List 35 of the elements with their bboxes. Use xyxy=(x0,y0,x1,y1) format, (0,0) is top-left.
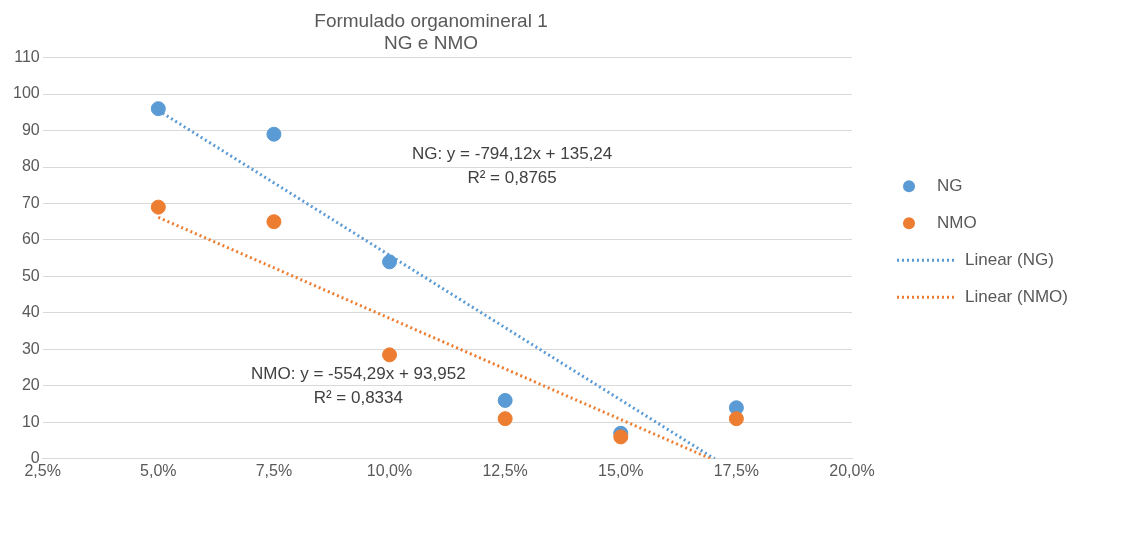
x-tick-label: 20,0% xyxy=(829,461,875,479)
chart-title: Formulado organomineral 1 NG e NMO xyxy=(314,9,548,54)
x-tick-label: 12,5% xyxy=(482,461,528,479)
point xyxy=(497,411,513,427)
legend-label: NG xyxy=(937,175,963,195)
point xyxy=(728,411,744,427)
annotation: NMO: y = -554,29x + 93,952 R² = 0,8334 xyxy=(251,364,466,408)
point xyxy=(497,392,513,408)
x-tick-label: 10,0% xyxy=(366,461,413,479)
point xyxy=(150,101,166,117)
legend-label: Linear (NMO) xyxy=(965,286,1068,306)
y-tick-label: 80 xyxy=(21,157,40,175)
point xyxy=(266,126,282,142)
point xyxy=(382,254,398,270)
x-tick-label: 5,0% xyxy=(140,461,177,479)
point xyxy=(150,199,166,215)
point xyxy=(266,214,282,230)
x-tick-label: 17,5% xyxy=(713,461,760,479)
y-tick-label: 20 xyxy=(21,376,40,394)
y-tick-label: 90 xyxy=(21,120,40,138)
y-tick-label: 100 xyxy=(12,84,40,102)
point xyxy=(382,347,398,363)
legend-label: NMO xyxy=(937,212,977,232)
y-tick-label: 30 xyxy=(21,339,40,357)
y-tick-label: 10 xyxy=(21,412,40,430)
legend-label: Linear (NG) xyxy=(965,249,1054,269)
y-tick-label: 110 xyxy=(14,48,40,66)
y-tick-label: 50 xyxy=(21,266,40,284)
x-tick-label: 7,5% xyxy=(255,461,293,479)
y-tick-label: 40 xyxy=(21,303,40,321)
y-tick-label: 60 xyxy=(21,230,40,248)
x-tick-label: 15,0% xyxy=(598,461,644,479)
y-tick-label: 70 xyxy=(21,193,40,211)
point xyxy=(613,429,629,445)
annotation: NG: y = -794,12x + 135,24 R² = 0,8765 xyxy=(411,143,613,187)
